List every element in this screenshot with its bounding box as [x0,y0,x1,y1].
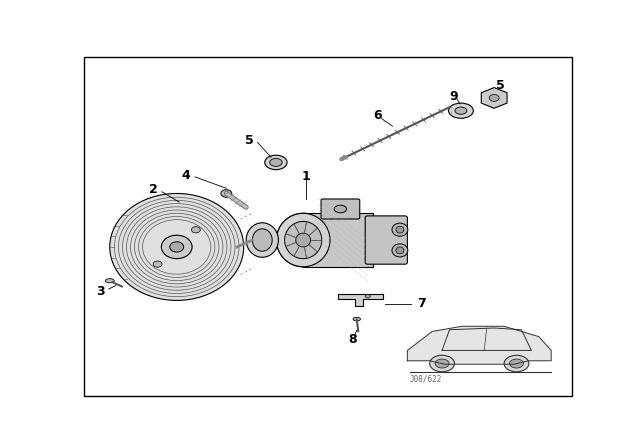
Ellipse shape [392,244,408,257]
Ellipse shape [435,359,449,368]
Ellipse shape [265,155,287,170]
Ellipse shape [191,227,200,233]
Text: J08/622: J08/622 [410,375,442,383]
Ellipse shape [285,221,322,258]
Ellipse shape [396,247,404,254]
Text: 5: 5 [245,134,254,147]
Ellipse shape [504,355,529,372]
Ellipse shape [449,103,474,118]
Ellipse shape [246,223,278,257]
Ellipse shape [296,233,310,247]
Ellipse shape [396,226,404,233]
Text: 9: 9 [449,90,458,103]
Ellipse shape [296,233,310,247]
Ellipse shape [153,261,162,267]
Text: 7: 7 [417,297,426,310]
Ellipse shape [252,229,272,251]
Ellipse shape [106,279,114,283]
Ellipse shape [221,190,232,197]
Ellipse shape [455,107,467,114]
Ellipse shape [285,221,322,258]
Ellipse shape [509,359,524,368]
Polygon shape [303,214,372,267]
Text: 6: 6 [373,109,382,122]
FancyBboxPatch shape [365,216,407,264]
Text: 2: 2 [149,183,158,196]
Ellipse shape [392,223,408,236]
Text: 8: 8 [349,333,357,346]
Text: 4: 4 [181,169,190,182]
Polygon shape [481,87,507,108]
Ellipse shape [276,213,330,267]
Text: 1: 1 [301,170,310,183]
Polygon shape [408,326,551,364]
Ellipse shape [269,159,282,166]
Text: 5: 5 [496,79,504,92]
Ellipse shape [365,294,370,298]
Text: 3: 3 [97,284,105,297]
Ellipse shape [353,317,360,321]
Ellipse shape [429,355,454,372]
Ellipse shape [170,242,184,252]
Polygon shape [338,293,383,306]
Ellipse shape [489,95,499,101]
Ellipse shape [334,205,347,213]
FancyBboxPatch shape [321,199,360,219]
Ellipse shape [110,194,244,301]
Ellipse shape [161,235,192,258]
Ellipse shape [276,213,330,267]
